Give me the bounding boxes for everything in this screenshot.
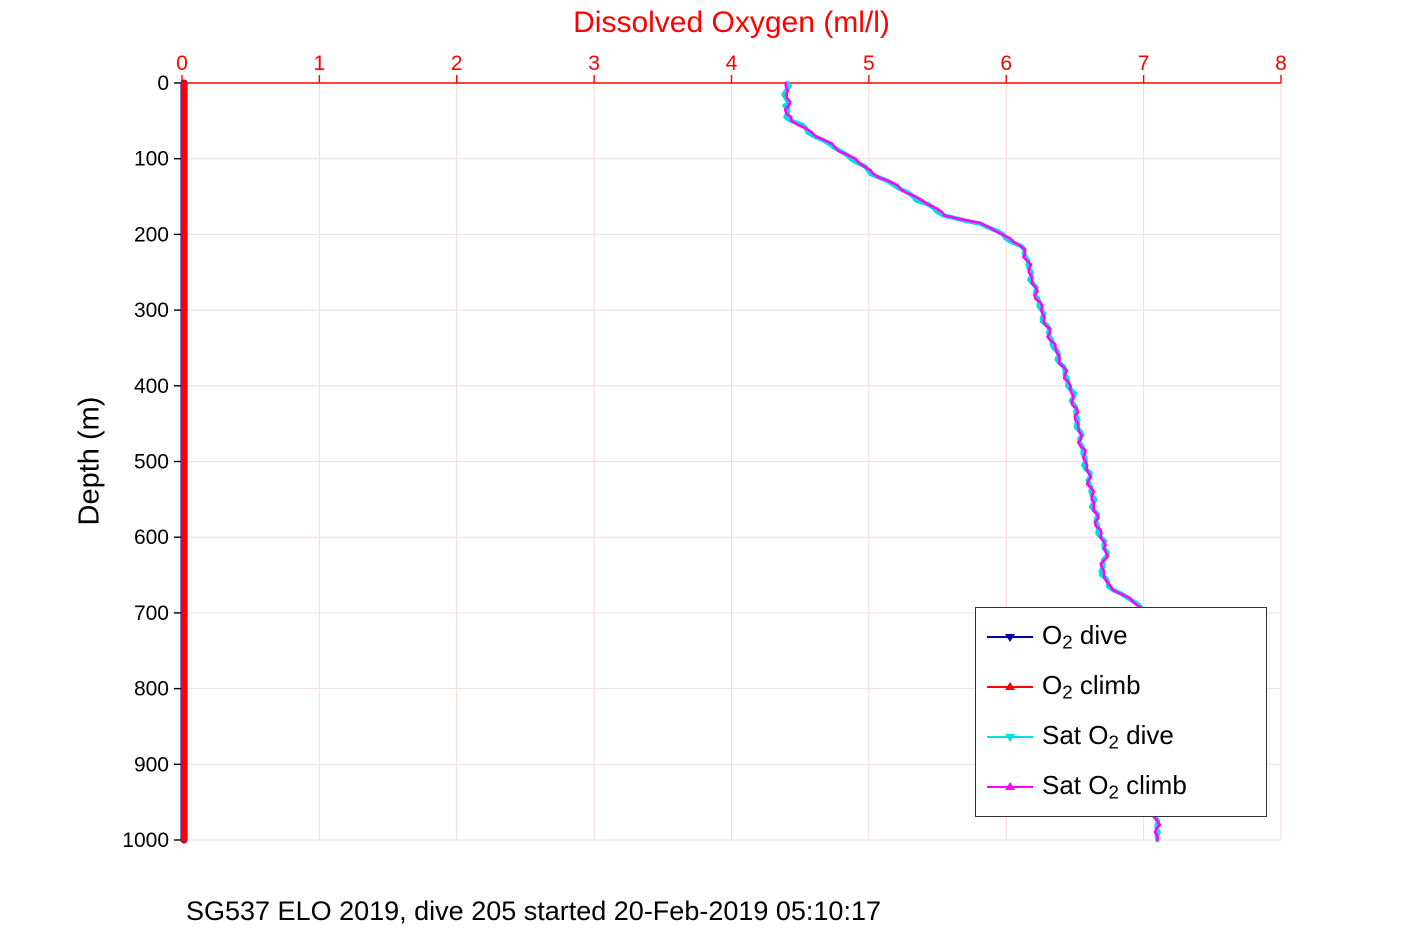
y-tick-label: 500 <box>134 451 169 474</box>
y-tick-label: 300 <box>134 299 169 322</box>
y-tick-label: 400 <box>134 375 169 398</box>
y-tick-label: 700 <box>134 602 169 625</box>
x-tick-label: 5 <box>863 52 875 75</box>
x-tick-labels: 0 1 2 3 4 5 6 7 8 <box>176 52 1287 83</box>
y-tick-label: 200 <box>134 223 169 246</box>
x-tick-label: 7 <box>1138 52 1150 75</box>
legend-line-sample-o2-climb <box>987 681 1033 690</box>
legend-item-sat-o2-climb: Sat O2 climb <box>976 770 1266 804</box>
x-tick-label: 1 <box>314 52 326 75</box>
y-tick-label: 800 <box>134 678 169 701</box>
x-tick-label: 2 <box>451 52 463 75</box>
legend-line-sample-sat-o2-climb <box>987 781 1033 790</box>
legend-item-o2-dive: O2 dive <box>976 620 1266 654</box>
x-tick-label: 8 <box>1275 52 1287 75</box>
y-tick-label: 900 <box>134 753 169 776</box>
x-tick-label: 3 <box>588 52 600 75</box>
legend-label-sat-o2-dive: Sat O2 dive <box>1042 720 1174 753</box>
y-tick-label: 600 <box>134 526 169 549</box>
x-tick-label: 4 <box>726 52 738 75</box>
chart-title: Dissolved Oxygen (ml/l) <box>573 6 890 39</box>
y-tick-labels: 0 100 200 300 400 500 600 700 800 900 1000 <box>122 72 182 852</box>
x-tick-label: 0 <box>176 52 188 75</box>
triangle-up-icon <box>1005 781 1015 790</box>
y-tick-label: 0 <box>157 72 169 95</box>
legend-line-sample-o2-dive <box>987 633 1033 642</box>
legend: O2 dive O2 climb Sat O2 dive Sat O2 climb <box>975 607 1267 817</box>
triangle-up-icon <box>1005 681 1015 690</box>
legend-label-o2-climb: O2 climb <box>1042 670 1141 703</box>
triangle-down-icon <box>1005 733 1015 742</box>
gridlines <box>182 83 1282 841</box>
legend-item-sat-o2-dive: Sat O2 dive <box>976 720 1266 754</box>
legend-label-sat-o2-climb: Sat O2 climb <box>1042 770 1187 803</box>
legend-label-o2-dive: O2 dive <box>1042 620 1128 653</box>
legend-line-sample-sat-o2-dive <box>987 733 1033 742</box>
triangle-down-icon <box>1005 633 1015 642</box>
x-tick-label: 6 <box>1000 52 1012 75</box>
y-tick-label: 100 <box>134 148 169 171</box>
figure-caption: SG537 ELO 2019, dive 205 started 20-Feb-… <box>186 896 881 926</box>
legend-item-o2-climb: O2 climb <box>976 670 1266 704</box>
y-tick-label: 1000 <box>122 829 169 852</box>
